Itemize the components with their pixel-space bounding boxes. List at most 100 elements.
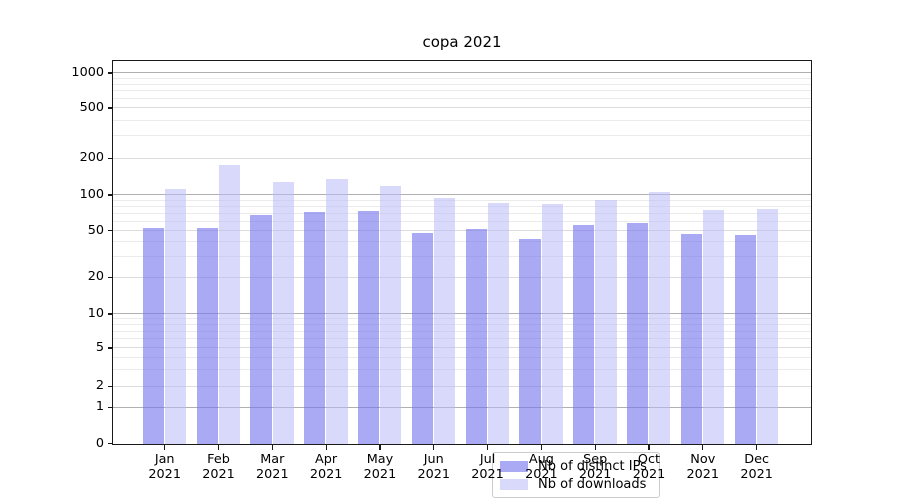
x-tick-mark — [271, 445, 273, 450]
x-tick-mark — [325, 445, 327, 450]
y-tick-mark — [107, 313, 112, 315]
bar-distinct-ips-aug — [519, 239, 541, 444]
bar-distinct-ips-apr — [304, 212, 326, 444]
x-tick-label: Mar 2021 — [256, 452, 289, 482]
y-tick-mark — [107, 230, 112, 232]
x-tick-label: Feb 2021 — [202, 452, 235, 482]
y-tick-mark — [107, 107, 112, 109]
y-tick-label: 0 — [95, 435, 104, 451]
bar-distinct-ips-nov — [680, 233, 703, 444]
x-tick-label: Nov 2021 — [686, 452, 720, 482]
y-tick-mark — [107, 157, 112, 159]
bar-downloads-jan — [165, 188, 187, 444]
gridline — [113, 338, 811, 340]
gridline — [113, 324, 811, 326]
x-tick-label: May 2021 — [363, 452, 397, 482]
gridline — [113, 255, 811, 257]
x-tick-mark — [756, 445, 758, 450]
gridline — [113, 347, 811, 349]
bar-distinct-ips-jul — [465, 229, 487, 444]
x-tick-mark — [217, 445, 220, 450]
x-tick-label: Jan 2021 — [148, 452, 181, 482]
bar-distinct-ips-feb — [196, 228, 218, 444]
gridline — [113, 276, 811, 278]
x-tick-label: Jul 2021 — [471, 452, 504, 482]
y-tick-label: 100 — [79, 187, 104, 202]
y-tick-label: 20 — [87, 269, 104, 285]
y-tick-label: 1000 — [71, 65, 104, 80]
x-tick-mark — [648, 445, 650, 450]
gridline — [113, 199, 811, 201]
x-tick-label: Aug 2021 — [525, 452, 558, 482]
legend-swatch-distinct-ips-icon — [500, 461, 528, 472]
y-tick-label: 5 — [95, 340, 104, 355]
bar-distinct-ips-jun — [411, 232, 434, 444]
gridline — [113, 330, 811, 332]
legend-item-downloads: Nb of downloads — [500, 476, 651, 493]
gridline — [113, 368, 811, 370]
gridline — [113, 230, 811, 231]
x-tick-mark — [164, 445, 166, 450]
gridline — [113, 205, 811, 207]
legend: Nb of distinct IPs Nb of downloads — [492, 452, 660, 498]
y-tick-mark — [107, 194, 112, 196]
y-tick-label: 10 — [87, 306, 104, 321]
legend-label-distinct-ips: Nb of distinct IPs — [538, 459, 647, 474]
bar-distinct-ips-jan — [142, 228, 164, 444]
legend-item-distinct-ips: Nb of distinct IPs — [500, 458, 651, 475]
bar-distinct-ips-oct — [627, 222, 649, 444]
x-tick-mark — [379, 445, 381, 450]
bar-downloads-may — [380, 186, 402, 444]
gridline — [113, 241, 811, 243]
bar-downloads-apr — [326, 178, 348, 444]
x-tick-label: Dec 2021 — [740, 452, 773, 482]
x-tick-mark — [540, 445, 542, 450]
y-tick-mark — [107, 406, 112, 408]
bar-downloads-oct — [649, 191, 671, 444]
gridline — [113, 119, 811, 121]
bar-distinct-ips-mar — [250, 214, 272, 444]
bar-downloads-mar — [272, 181, 294, 444]
gridline — [113, 77, 811, 79]
bar-downloads-aug — [541, 204, 563, 444]
y-tick-label: 1 — [95, 399, 104, 415]
y-tick-label: 2 — [95, 378, 104, 394]
gridline — [113, 98, 811, 100]
x-tick-mark — [594, 445, 596, 450]
bar-downloads-sep — [595, 199, 617, 444]
y-tick-mark — [107, 385, 112, 387]
bar-downloads-jul — [487, 202, 510, 444]
plot-area: Nb of distinct IPs Nb of downloads — [112, 60, 812, 498]
bar-distinct-ips-sep — [573, 224, 595, 444]
gridline — [113, 135, 811, 137]
y-tick-label: 50 — [87, 222, 104, 238]
y-tick-mark — [107, 347, 112, 349]
gridline — [113, 220, 811, 222]
gridline — [113, 313, 811, 315]
chart-title: copa 2021 — [422, 33, 502, 51]
bar-downloads-nov — [703, 209, 725, 444]
gridline — [113, 194, 811, 196]
y-tick-mark — [107, 276, 112, 278]
x-tick-mark — [433, 445, 435, 450]
x-tick-label: Apr 2021 — [309, 452, 343, 482]
y-tick-mark — [107, 72, 112, 74]
y-tick-label: 200 — [79, 150, 104, 166]
gridline — [113, 107, 811, 109]
x-tick-mark — [702, 445, 704, 450]
gridline — [113, 406, 811, 408]
bar-distinct-ips-may — [358, 211, 380, 444]
y-tick-mark — [107, 443, 112, 445]
legend-label-downloads: Nb of downloads — [538, 477, 647, 492]
gridline — [113, 157, 811, 159]
gridline — [113, 356, 811, 358]
y-tick-label: 500 — [79, 100, 104, 115]
x-tick-label: Oct 2021 — [632, 452, 666, 482]
x-tick-mark — [486, 445, 489, 450]
bar-distinct-ips-dec — [734, 234, 756, 444]
x-tick-label: Sep 2021 — [578, 452, 612, 482]
x-tick-label: Jun 2021 — [417, 452, 451, 482]
bar-downloads-dec — [756, 208, 779, 444]
gridline — [113, 212, 811, 214]
